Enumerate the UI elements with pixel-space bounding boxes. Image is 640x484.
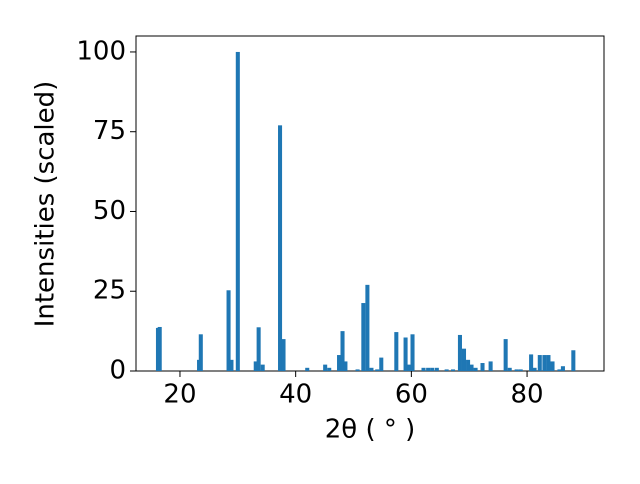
bar: [361, 303, 366, 371]
bar: [542, 355, 547, 371]
bar: [340, 331, 345, 371]
bar: [546, 355, 551, 371]
bar: [421, 367, 426, 371]
bar: [560, 366, 565, 371]
bar: [488, 361, 493, 371]
bar: [343, 361, 348, 371]
bar: [469, 364, 474, 371]
x-tick-label: 20: [163, 380, 196, 410]
bar: [537, 355, 542, 371]
bar: [375, 369, 380, 371]
bar: [444, 369, 449, 371]
bar: [514, 369, 519, 371]
bar: [457, 334, 462, 371]
bar: [198, 334, 203, 371]
bar: [473, 367, 478, 371]
x-tick-label: 60: [395, 380, 428, 410]
bar: [503, 339, 508, 371]
bar: [507, 367, 512, 371]
bar: [337, 355, 342, 371]
plot-frame: [135, 35, 605, 372]
y-tick-label: 0: [109, 356, 126, 386]
bar: [410, 334, 415, 371]
bar: [253, 361, 258, 371]
bar: [229, 359, 234, 371]
bar: [355, 369, 360, 371]
bar: [550, 361, 555, 371]
x-tick-label: 40: [279, 380, 312, 410]
bar: [407, 364, 412, 371]
bar: [369, 367, 374, 371]
bar: [403, 337, 408, 371]
bar: [571, 350, 576, 371]
bar: [532, 367, 537, 371]
bar: [426, 367, 431, 371]
bar: [256, 327, 261, 371]
bar: [327, 367, 332, 371]
y-tick-label: 25: [93, 276, 126, 306]
x-axis-label: 2θ ( ° ): [325, 415, 416, 445]
bar: [557, 369, 562, 371]
bar: [323, 364, 328, 371]
bar: [434, 367, 439, 371]
bar: [430, 367, 435, 371]
bar: [461, 348, 467, 371]
y-axis-label: Intensities (scaled): [31, 81, 61, 328]
bar: [278, 125, 283, 371]
bar: [281, 339, 286, 371]
bar: [480, 363, 485, 371]
bar: [365, 284, 370, 371]
bar: [450, 369, 456, 371]
bar: [226, 290, 231, 371]
x-tick-label: 80: [511, 380, 544, 410]
bar: [466, 359, 471, 371]
bar: [305, 367, 310, 371]
y-tick-label: 50: [93, 196, 126, 226]
bar: [260, 364, 265, 371]
bar: [518, 369, 523, 371]
bar: [157, 326, 162, 371]
bar: [235, 51, 240, 371]
y-tick-label: 75: [93, 116, 126, 146]
bar: [379, 357, 384, 371]
bar: [394, 332, 399, 371]
y-tick-label: 100: [76, 36, 126, 66]
bar: [529, 354, 534, 371]
